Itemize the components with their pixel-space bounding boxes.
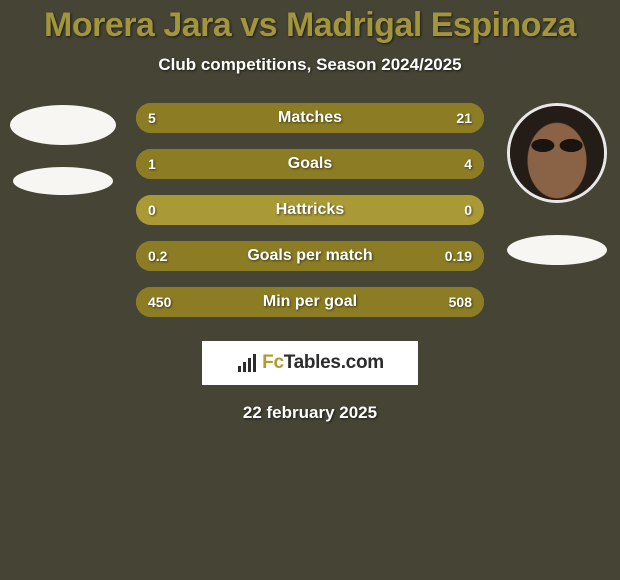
stat-value-left: 0 xyxy=(148,195,156,225)
comparison-area: 521Matches 14Goals 0 0Hattricks 0.20.19Goals… xyxy=(0,103,620,317)
club-logo-left xyxy=(13,167,113,195)
stat-value-right: 0 xyxy=(464,195,472,225)
stat-row: 521Matches xyxy=(136,103,484,133)
site-logo-text: FcTables.com xyxy=(262,352,384,374)
page-title: Morera Jara vs Madrigal Espinoza xyxy=(0,6,620,45)
stat-row: 0 0Hattricks xyxy=(136,195,484,225)
club-logo-right xyxy=(507,235,607,265)
stat-fill-left xyxy=(136,241,313,271)
stat-row: 0.20.19Goals per match xyxy=(136,241,484,271)
player-right xyxy=(502,103,612,265)
stat-fill-right xyxy=(300,287,484,317)
stat-fill-left xyxy=(136,287,300,317)
stat-row: 450508Min per goal xyxy=(136,287,484,317)
player-left xyxy=(8,103,118,195)
stats-list: 521Matches 14Goals 0 0Hattricks 0.20.19Goals… xyxy=(136,103,484,317)
stat-fill-right xyxy=(202,103,484,133)
avatar-right-face xyxy=(510,106,604,200)
stat-fill-left xyxy=(136,103,202,133)
logo-suffix: Tables.com xyxy=(284,352,384,373)
stat-label: Hattricks xyxy=(136,195,484,225)
date: 22 february 2025 xyxy=(0,403,620,423)
card: Morera Jara vs Madrigal Espinoza Club co… xyxy=(0,0,620,580)
bar-chart-icon xyxy=(236,354,258,372)
stat-fill-right xyxy=(206,149,484,179)
avatar-left xyxy=(10,105,116,145)
subtitle: Club competitions, Season 2024/2025 xyxy=(0,55,620,75)
site-logo: FcTables.com xyxy=(202,341,418,385)
stat-row: 14Goals xyxy=(136,149,484,179)
logo-prefix: Fc xyxy=(262,352,284,373)
stat-fill-right xyxy=(313,241,484,271)
stat-fill-left xyxy=(136,149,206,179)
avatar-right xyxy=(507,103,607,203)
